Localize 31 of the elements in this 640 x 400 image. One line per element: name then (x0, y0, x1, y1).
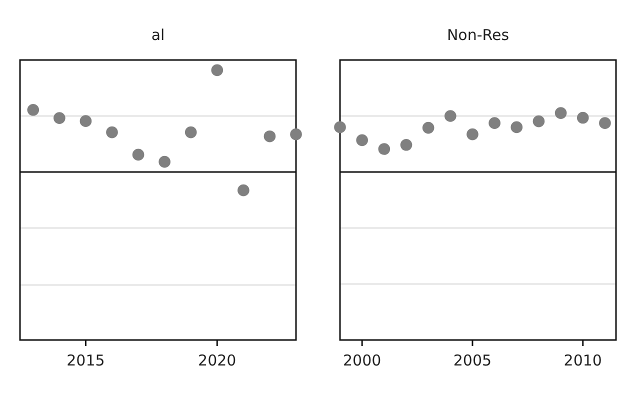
point (211, 64, 224, 76)
point (356, 134, 368, 146)
point (422, 122, 434, 134)
point (290, 128, 302, 140)
point (80, 115, 92, 127)
point (488, 117, 500, 129)
point (532, 115, 545, 128)
point (576, 112, 589, 124)
point (106, 126, 118, 138)
chart-title: Non-Res (446, 26, 510, 44)
point (54, 112, 66, 124)
chart-title: al (151, 26, 165, 44)
point (510, 121, 523, 134)
point (554, 107, 567, 119)
x-tick-label: 2015 (66, 352, 105, 370)
x-tick-label: 2010 (564, 352, 602, 370)
point (334, 121, 346, 134)
x-tick-label: 2005 (453, 352, 492, 370)
point (132, 148, 144, 161)
point (184, 126, 197, 138)
point (599, 117, 611, 129)
x-tick-label: 2000 (342, 352, 382, 370)
point (27, 104, 40, 116)
x-tick-label: 2020 (198, 352, 236, 370)
point (264, 130, 276, 142)
point (444, 110, 456, 122)
point (238, 184, 250, 196)
point (400, 138, 412, 151)
point (158, 156, 170, 168)
point (466, 128, 478, 140)
point (378, 143, 390, 155)
